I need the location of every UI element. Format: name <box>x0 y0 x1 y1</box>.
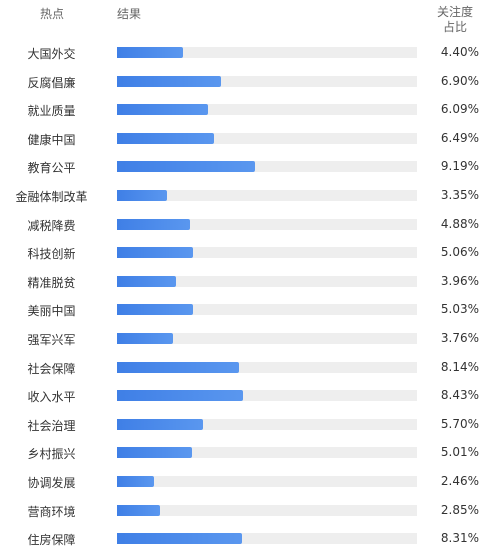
bar-track <box>117 447 417 459</box>
bar-fill <box>117 447 193 459</box>
value-label: 3.76% <box>440 330 479 345</box>
bar-fill <box>117 218 191 230</box>
category-label: 住房保障 <box>27 533 76 548</box>
value-label: 5.06% <box>440 245 479 260</box>
category-label: 收入水平 <box>27 390 76 405</box>
bar-track <box>117 504 417 516</box>
bar-fill <box>117 75 221 87</box>
chart-row: 收入水平 8.43% <box>0 381 491 410</box>
header-share-line2: 占比 <box>442 20 467 34</box>
bar-track <box>117 533 417 545</box>
chart-row: 减税降费 4.88% <box>0 210 491 239</box>
value-label: 6.90% <box>440 73 479 88</box>
bar-track <box>117 475 417 487</box>
value-label: 6.09% <box>440 102 479 117</box>
category-label: 反腐倡廉 <box>27 75 76 90</box>
header-result: 结果 <box>117 7 142 21</box>
category-label: 乡村振兴 <box>27 447 76 462</box>
value-label: 9.19% <box>440 159 479 174</box>
bar-track <box>117 275 417 287</box>
category-label: 减税降费 <box>27 218 76 233</box>
header-share: 关注度 占比 <box>431 5 479 35</box>
chart-row: 就业质量 6.09% <box>0 95 491 124</box>
value-label: 5.70% <box>440 416 479 431</box>
bar-track <box>117 75 417 87</box>
bar-fill <box>117 504 160 516</box>
category-label: 协调发展 <box>27 475 76 490</box>
value-label: 4.88% <box>440 216 479 231</box>
value-label: 3.35% <box>440 187 479 202</box>
bar-track <box>117 218 417 230</box>
bar-fill <box>117 47 183 58</box>
bar-fill <box>117 275 177 287</box>
bar-track <box>117 47 417 58</box>
category-label: 强军兴军 <box>27 332 76 347</box>
chart-row: 住房保障 8.31% <box>0 524 491 551</box>
category-label: 科技创新 <box>27 247 76 262</box>
bar-track <box>117 361 417 373</box>
chart-row: 乡村振兴 5.01% <box>0 438 491 467</box>
bar-fill <box>117 533 242 545</box>
value-label: 5.01% <box>440 445 479 460</box>
category-label: 教育公平 <box>27 161 76 176</box>
bar-fill <box>117 361 240 373</box>
chart-row: 反腐倡廉 6.90% <box>0 67 491 96</box>
chart-row: 社会治理 5.70% <box>0 410 491 439</box>
value-label: 3.96% <box>440 273 479 288</box>
chart-row: 教育公平 9.19% <box>0 152 491 181</box>
value-label: 2.46% <box>440 473 479 488</box>
bar-track <box>117 189 417 201</box>
category-label: 就业质量 <box>27 104 76 119</box>
value-label: 5.03% <box>440 302 479 317</box>
chart-row: 强军兴军 3.76% <box>0 324 491 353</box>
bar-fill <box>117 418 203 430</box>
bar-fill <box>117 332 174 344</box>
bar-fill <box>117 304 193 316</box>
bar-fill <box>117 104 209 116</box>
value-label: 2.85% <box>440 502 479 517</box>
bar-track <box>117 418 417 430</box>
value-label: 8.31% <box>440 531 479 546</box>
value-label: 8.43% <box>440 388 479 403</box>
chart-row: 社会保障 8.14% <box>0 353 491 382</box>
chart-row: 美丽中国 5.03% <box>0 295 491 324</box>
value-label: 8.14% <box>440 359 479 374</box>
bar-track <box>117 304 417 316</box>
bar-fill <box>117 161 255 173</box>
category-label: 美丽中国 <box>27 304 76 319</box>
chart-row: 大国外交 4.40% <box>0 38 491 67</box>
bar-fill <box>117 390 244 402</box>
bar-fill <box>117 475 154 487</box>
chart-row: 精准脱贫 3.96% <box>0 267 491 296</box>
category-label: 健康中国 <box>27 132 76 147</box>
value-label: 6.49% <box>440 130 479 145</box>
bar-fill <box>117 189 168 201</box>
bar-fill <box>117 132 215 144</box>
category-label: 社会保障 <box>27 361 76 376</box>
category-label: 社会治理 <box>27 418 76 433</box>
bar-track <box>117 104 417 116</box>
category-label: 大国外交 <box>27 47 76 61</box>
bar-track <box>117 332 417 344</box>
bar-track <box>117 390 417 402</box>
header-share-line1: 关注度 <box>436 5 473 19</box>
chart-row: 营商环境 2.85% <box>0 496 491 525</box>
category-label: 精准脱贫 <box>27 275 76 290</box>
bar-track <box>117 132 417 144</box>
header-topic: 热点 <box>40 7 65 21</box>
chart-row: 健康中国 6.49% <box>0 124 491 153</box>
category-label: 金融体制改革 <box>15 189 88 204</box>
chart-row: 金融体制改革 3.35% <box>0 181 491 210</box>
hotspot-bar-chart: 大国外交 4.40% 反腐倡廉 6.90% 就业质量 6.09% 健康中国 6.49% 教育公平… <box>0 38 491 551</box>
chart-row: 协调发展 2.46% <box>0 467 491 496</box>
table-header: 热点 结果 关注度 占比 <box>0 0 491 40</box>
bar-track <box>117 161 417 173</box>
category-label: 营商环境 <box>27 504 76 519</box>
bar-track <box>117 247 417 259</box>
value-label: 4.40% <box>440 45 479 59</box>
bar-fill <box>117 247 193 259</box>
chart-row: 科技创新 5.06% <box>0 238 491 267</box>
